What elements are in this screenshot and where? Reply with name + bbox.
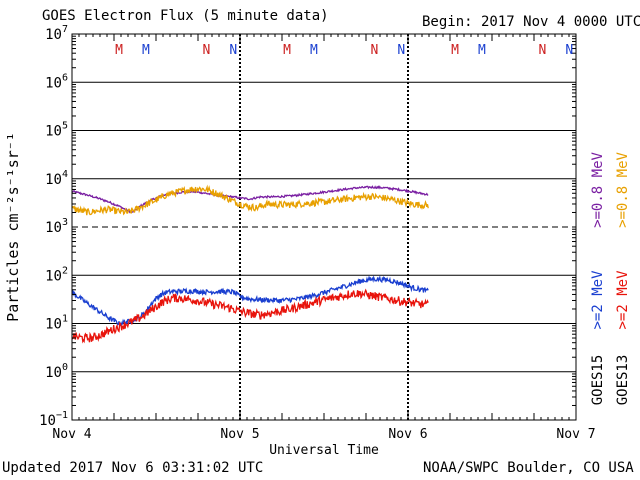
updated-timestamp: Updated 2017 Nov 6 03:31:02 UTC [2,460,264,476]
x-tick-label: Nov 6 [388,427,427,442]
series-layer [71,184,429,344]
y-tick-label: 100 [45,362,68,381]
marker-n-10: N [538,43,546,58]
y-tick-label: 104 [45,169,68,188]
y-tick-label: 107 [45,24,68,43]
series-line-3 [71,288,429,344]
legend-entry-3: >=2 MeV [615,270,631,330]
grid-layer [72,81,576,373]
x-axis-label: Universal Time [269,443,379,458]
marker-m-8: M [451,43,459,58]
x-tick-label: Nov 5 [220,427,259,442]
y-tick-label: 106 [45,72,68,91]
legend-satellite-goes15: GOES15 [590,355,606,406]
plot-frame [71,33,577,421]
x-tick-label: Nov 4 [52,427,91,442]
y-axis-label: Particles cm⁻²s⁻¹sr⁻¹ [4,132,22,322]
marker-n-7: N [397,43,405,58]
marker-n-11: N [565,43,573,58]
marker-n-3: N [229,43,237,58]
begin-time: Begin: 2017 Nov 4 0000 UTC [422,14,640,30]
legend-entry-2: >=2 MeV [590,270,606,330]
y-tick-label: 102 [45,265,68,284]
chart-title: GOES Electron Flux (5 minute data) [42,8,329,24]
y-tick-label: 105 [45,121,68,140]
legend-entry-0: >=0.8 MeV [590,152,606,228]
marker-m-0: M [115,43,123,58]
y-tick-label: 101 [45,314,68,333]
source-credit: NOAA/SWPC Boulder, CO USA [423,460,634,476]
marker-n-6: N [370,43,378,58]
y-tick-label: 103 [45,217,68,236]
marker-m-5: M [310,43,318,58]
marker-m-4: M [283,43,291,58]
legend-satellite-goes13: GOES13 [615,355,631,406]
marker-m-1: M [142,43,150,58]
legend-entry-1: >=0.8 MeV [615,152,631,228]
y-tick-label: 10−1 [39,410,68,429]
marker-n-2: N [202,43,210,58]
marker-m-9: M [478,43,486,58]
day-boundaries [239,34,409,420]
x-tick-label: Nov 7 [556,427,595,442]
series-line-2 [71,275,429,327]
series-line-1 [71,184,429,216]
